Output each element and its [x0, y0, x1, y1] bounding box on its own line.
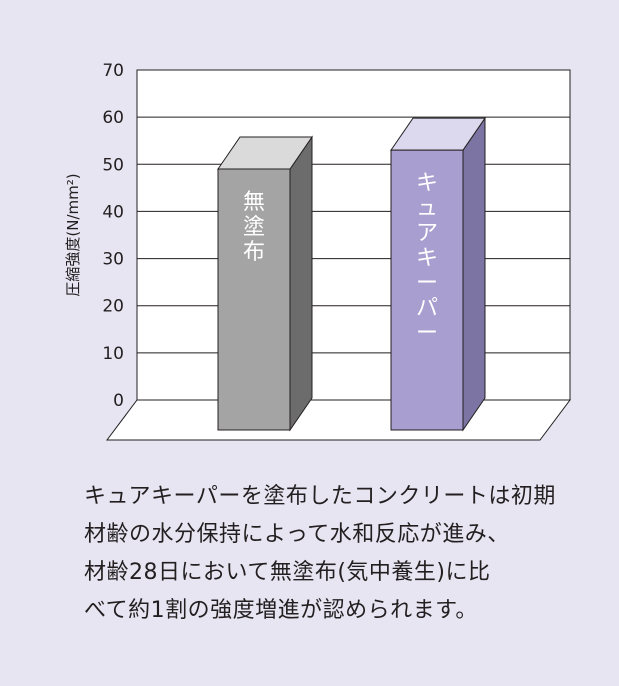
y-tick-label: 10 [102, 344, 124, 364]
bars: 無塗布 キュアキーパー [217, 116, 486, 432]
bar-label-2: キュアキーパー [416, 171, 438, 346]
caption-line-1: キュアキーパーを塗布したコンクリートは初期 [84, 484, 556, 509]
bar-front [217, 168, 291, 431]
y-tick-label: 50 [102, 155, 124, 175]
bar-label-1: 無塗布 [243, 190, 265, 265]
gridlines [136, 69, 571, 401]
plot-area [137, 70, 570, 400]
y-tick-label: 0 [113, 391, 124, 411]
caption-line-2: 材齢の水分保持によって水和反応が進み、 [84, 522, 510, 547]
y-tick-label: 60 [102, 108, 124, 128]
bar-front [390, 149, 464, 431]
compressive-strength-chart: 0 10 20 30 40 50 60 70 圧縮強度(N/mm²) 無塗布 キュアキーパー [64, 61, 571, 441]
caption-line-4: べて約1割の強度増進が認められます。 [84, 598, 478, 623]
y-tick-labels: 0 10 20 30 40 50 60 70 [102, 61, 124, 411]
floor-plane [106, 399, 571, 441]
bar-1: 無塗布 [217, 135, 313, 432]
caption-text: キュアキーパーを塗布したコンクリートは初期 材齢の水分保持によって水和反応が進み… [84, 478, 604, 630]
y-axis-label: 圧縮強度(N/mm²) [64, 173, 82, 296]
bar-side [462, 116, 486, 432]
y-tick-label: 30 [102, 250, 124, 270]
bar-2: キュアキーパー [390, 116, 486, 432]
y-tick-label: 40 [102, 202, 124, 222]
caption-line-3: 材齢28日において無塗布(気中養生)に比 [84, 560, 491, 585]
bar-side [289, 135, 313, 432]
y-tick-label: 70 [102, 61, 124, 81]
y-tick-label: 20 [102, 297, 124, 317]
